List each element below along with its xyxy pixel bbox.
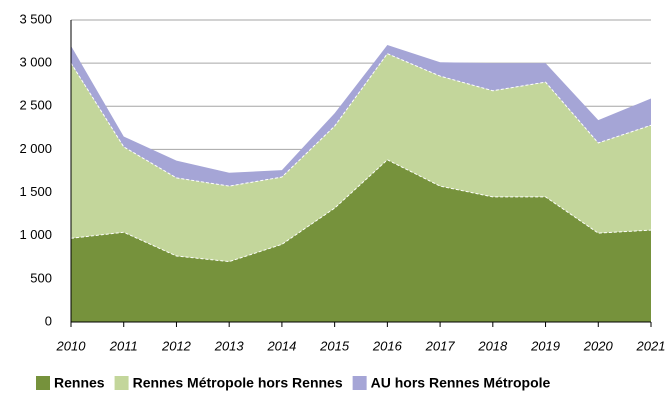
y-tick-label: 2 000	[19, 141, 52, 156]
x-tick-label: 2013	[214, 338, 245, 353]
x-tick-label: 2021	[636, 338, 665, 353]
x-tick-label: 2020	[583, 338, 614, 353]
y-tick-label: 1 500	[19, 184, 52, 199]
x-tick-label: 2015	[319, 338, 350, 353]
area	[71, 53, 651, 262]
area	[71, 159, 651, 322]
y-tick-label: 0	[45, 313, 52, 328]
x-tick-label: 2019	[530, 338, 560, 353]
area	[71, 45, 651, 187]
legend-label: AU hors Rennes Métropole	[371, 375, 551, 391]
x-tick-label: 2010	[56, 338, 87, 353]
legend-label: Rennes Métropole hors Rennes	[133, 375, 343, 391]
x-tick-label: 2018	[477, 338, 508, 353]
legend-swatch	[36, 376, 50, 390]
legend-swatch	[114, 376, 129, 390]
y-tick-label: 500	[30, 270, 52, 285]
y-tick-label: 1 000	[19, 227, 52, 242]
y-tick-label: 3 500	[19, 11, 52, 26]
boundary-line	[70, 159, 652, 263]
y-tick-label: 3 000	[19, 55, 52, 70]
x-tick-label: 2016	[372, 338, 403, 353]
legend-swatch	[352, 376, 367, 390]
legend-label: Rennes	[54, 375, 105, 391]
x-tick-label: 2017	[425, 338, 456, 353]
x-tick-label: 2012	[161, 338, 192, 353]
x-tick-label: 2014	[266, 338, 296, 353]
boundary-line	[70, 53, 652, 187]
x-tick-label: 2011	[109, 338, 138, 353]
y-tick-label: 2 500	[19, 98, 52, 113]
